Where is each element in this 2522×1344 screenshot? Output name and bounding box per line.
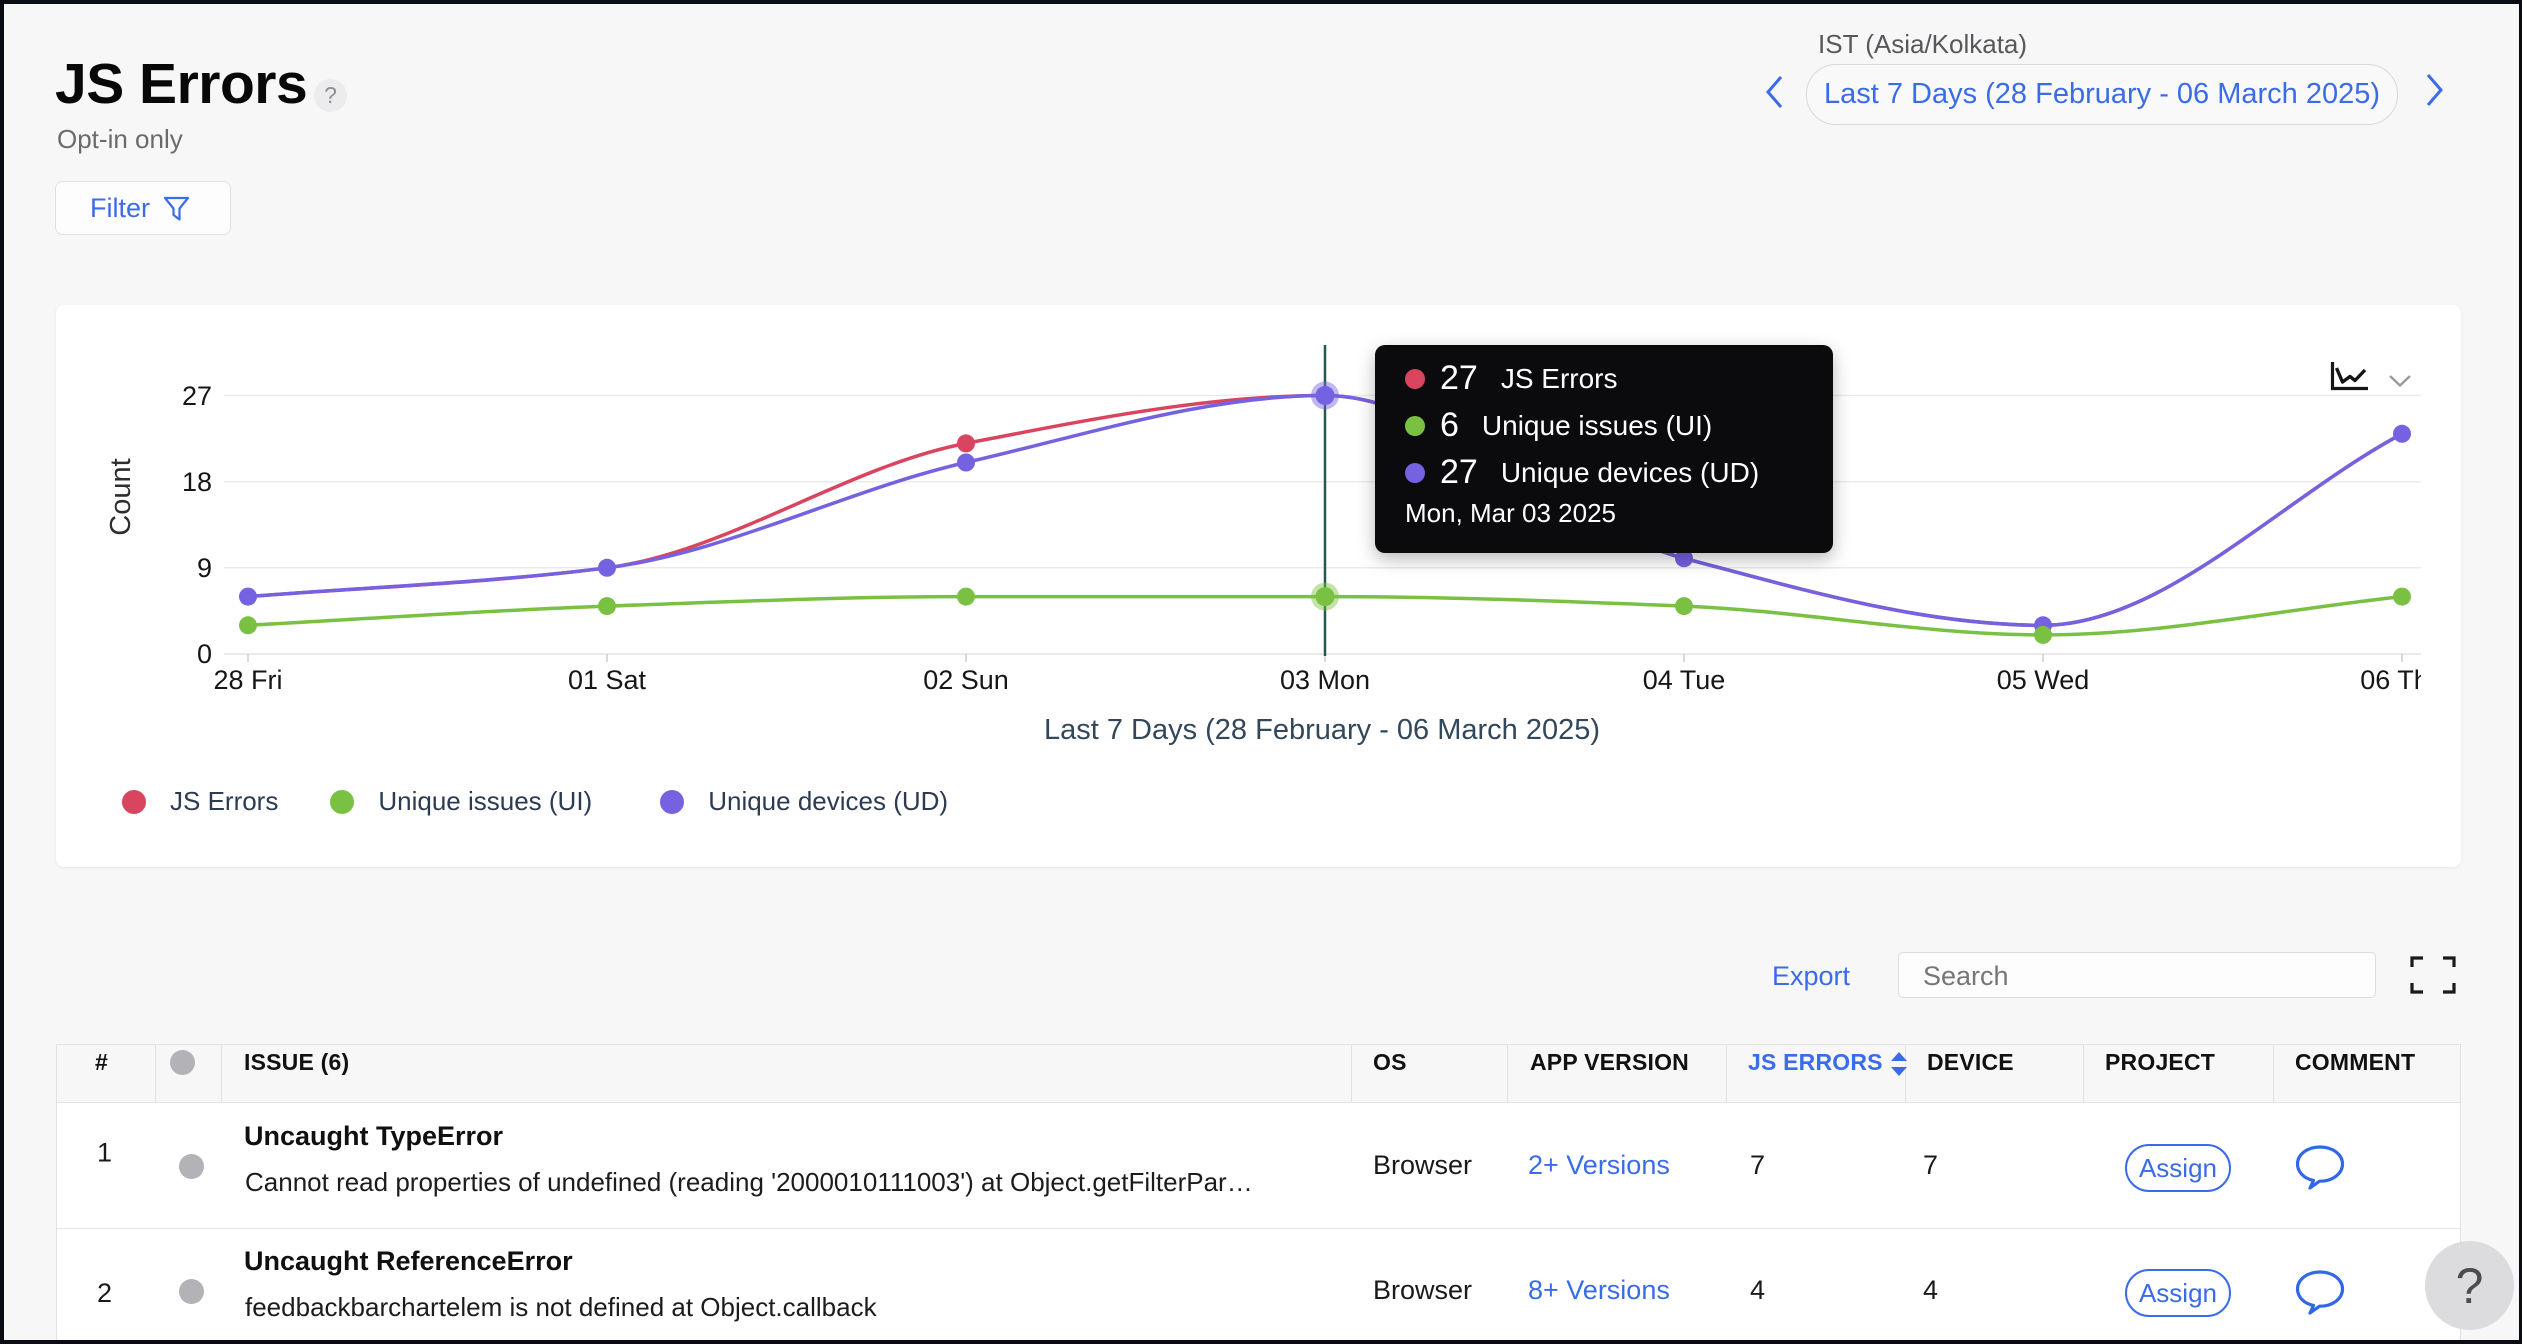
svg-text:Count: Count: [105, 458, 137, 535]
svg-text:0: 0: [197, 639, 212, 669]
svg-text:9: 9: [197, 553, 212, 583]
svg-text:18: 18: [182, 467, 212, 497]
svg-text:04 Tue: 04 Tue: [1643, 665, 1726, 695]
svg-text:02 Sun: 02 Sun: [923, 665, 1009, 695]
svg-text:27: 27: [182, 381, 212, 411]
svg-text:01 Sat: 01 Sat: [568, 665, 647, 695]
svg-text:05 Wed: 05 Wed: [1997, 665, 2090, 695]
svg-text:03 Mon: 03 Mon: [1280, 665, 1370, 695]
svg-text:06 Thu: 06 Thu: [2360, 665, 2421, 695]
svg-text:28 Fri: 28 Fri: [213, 665, 282, 695]
